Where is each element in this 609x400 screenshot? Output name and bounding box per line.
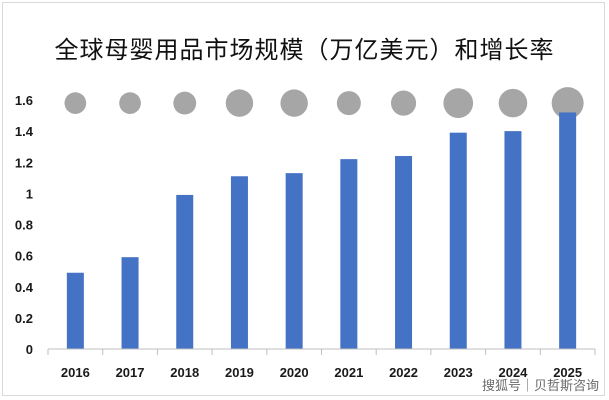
bar-series — [66, 112, 577, 349]
source-watermark: 搜狐号｜贝哲斯咨询 — [481, 379, 599, 394]
y-tick-1: 1 — [26, 186, 33, 201]
y-tick-0.2: 0.2 — [15, 311, 33, 326]
x-tick-2025: 2025 — [553, 365, 582, 380]
bar-2016 — [66, 272, 84, 349]
x-tick-2019: 2019 — [225, 365, 254, 380]
bubble-2022 — [390, 90, 417, 116]
bubble-2018 — [173, 91, 197, 115]
x-tick-2018: 2018 — [170, 365, 199, 380]
chart-title: 全球母婴用品市场规模（万亿美元）和增长率 — [54, 36, 555, 64]
bar-2023 — [449, 132, 467, 349]
y-tick-0.6: 0.6 — [15, 249, 33, 264]
y-tick-0.4: 0.4 — [15, 280, 34, 295]
y-tick-1.2: 1.2 — [15, 155, 33, 170]
bubble-2016 — [64, 92, 87, 114]
bar-2017 — [121, 257, 139, 349]
bubble-2019 — [225, 89, 254, 117]
bar-2019 — [230, 176, 248, 349]
bar-2024 — [504, 131, 522, 349]
y-tick-0: 0 — [26, 342, 33, 357]
bar-2022 — [395, 156, 413, 349]
x-tick-2020: 2020 — [280, 365, 309, 380]
chart-frame — [2, 2, 605, 396]
y-tick-1.4: 1.4 — [15, 124, 34, 139]
bubble-2021 — [336, 91, 361, 116]
x-tick-2022: 2022 — [389, 365, 418, 380]
x-tick-2017: 2017 — [116, 365, 145, 380]
bubble-2020 — [280, 89, 308, 117]
bar-2025 — [559, 112, 577, 349]
x-tick-2024: 2024 — [498, 365, 528, 380]
bar-2018 — [176, 194, 194, 349]
x-axis-ticks: 2016 2017 2018 2019 2020 2021 2022 2023 2024 2025 — [61, 365, 582, 380]
x-tick-2023: 2023 — [444, 365, 473, 380]
bar-2020 — [285, 173, 303, 349]
y-tick-1.6: 1.6 — [15, 93, 33, 108]
y-tick-0.8: 0.8 — [15, 218, 33, 233]
bar-2021 — [340, 159, 358, 349]
x-tick-2016: 2016 — [61, 365, 90, 380]
y-axis-ticks: 0 0.2 0.4 0.6 0.8 1 1.2 1.4 1.6 — [15, 93, 34, 357]
growth-rate-bubbles — [64, 87, 584, 120]
bubble-2023 — [443, 88, 474, 118]
bubble-2024 — [498, 88, 528, 118]
x-tick-2021: 2021 — [334, 365, 363, 380]
bubble-2025 — [551, 87, 584, 120]
bubble-2017 — [119, 92, 141, 114]
x-axis — [47, 348, 596, 355]
